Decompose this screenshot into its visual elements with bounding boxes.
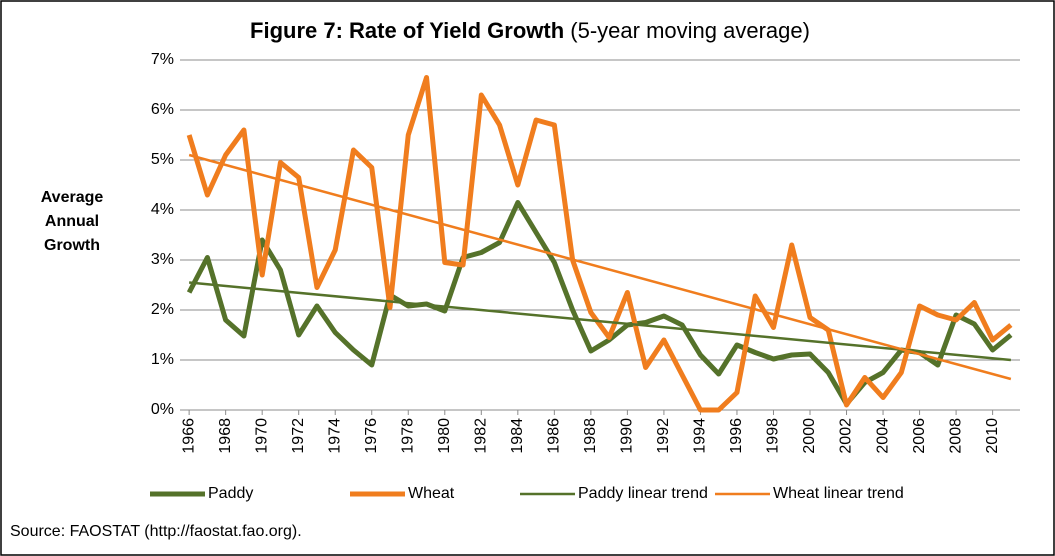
legend-label: Paddy linear trend	[578, 485, 708, 502]
x-tick-label: 1972	[290, 418, 307, 454]
x-tick-label: 1982	[473, 418, 490, 454]
x-tick-label: 1980	[436, 418, 453, 454]
y-label-line: Average	[41, 189, 104, 206]
x-tick-label: 1996	[728, 418, 745, 454]
chart-title-group: Figure 7: Rate of Yield Growth (5-year m…	[250, 18, 810, 43]
x-tick-label: 1974	[326, 418, 343, 454]
legend-label: Wheat linear trend	[773, 485, 904, 502]
x-tick-label: 1978	[399, 418, 416, 454]
x-tick-label: 2004	[874, 418, 891, 454]
x-tick-label: 1998	[765, 418, 782, 454]
y-label-line: Growth	[44, 237, 100, 254]
x-tick-label: 2010	[984, 418, 1001, 454]
x-tick-label: 1976	[363, 418, 380, 454]
chart-title: Figure 7: Rate of Yield Growth	[250, 18, 564, 43]
y-tick-label: 6%	[151, 101, 174, 118]
x-tick-label: 1992	[655, 418, 672, 454]
x-tick-label: 1970	[253, 418, 270, 454]
x-tick-label: 2002	[838, 418, 855, 454]
x-tick-label: 1966	[180, 418, 197, 454]
x-tick-label: 1990	[619, 418, 636, 454]
chart-subtitle: (5-year moving average)	[570, 18, 810, 43]
legend-label: Wheat	[408, 485, 455, 502]
y-tick-label: 1%	[151, 351, 174, 368]
x-tick-label: 1986	[546, 418, 563, 454]
y-tick-label: 5%	[151, 151, 174, 168]
x-tick-label: 1984	[509, 418, 526, 454]
y-tick-label: 4%	[151, 201, 174, 218]
series-line	[186, 200, 1013, 407]
y-axis-label: Average Annual Growth	[41, 189, 104, 254]
y-tick-label: 0%	[151, 401, 174, 418]
series-line	[186, 75, 1013, 413]
series-line	[189, 281, 1011, 362]
x-tick-label: 2000	[801, 418, 818, 454]
y-tick-label: 7%	[151, 51, 174, 68]
x-tick-label: 1994	[692, 418, 709, 454]
x-tick-label: 1968	[217, 418, 234, 454]
y-tick-label: 3%	[151, 251, 174, 268]
x-tick-label: 2008	[947, 418, 964, 454]
series-line	[188, 153, 1012, 381]
source-note: Source: FAOSTAT (http://faostat.fao.org)…	[10, 523, 302, 540]
legend-label: Paddy	[208, 485, 253, 502]
y-tick-label: 2%	[151, 301, 174, 318]
x-tick-label: 1988	[582, 418, 599, 454]
y-label-line: Annual	[45, 213, 99, 230]
x-tick-label: 2006	[911, 418, 928, 454]
